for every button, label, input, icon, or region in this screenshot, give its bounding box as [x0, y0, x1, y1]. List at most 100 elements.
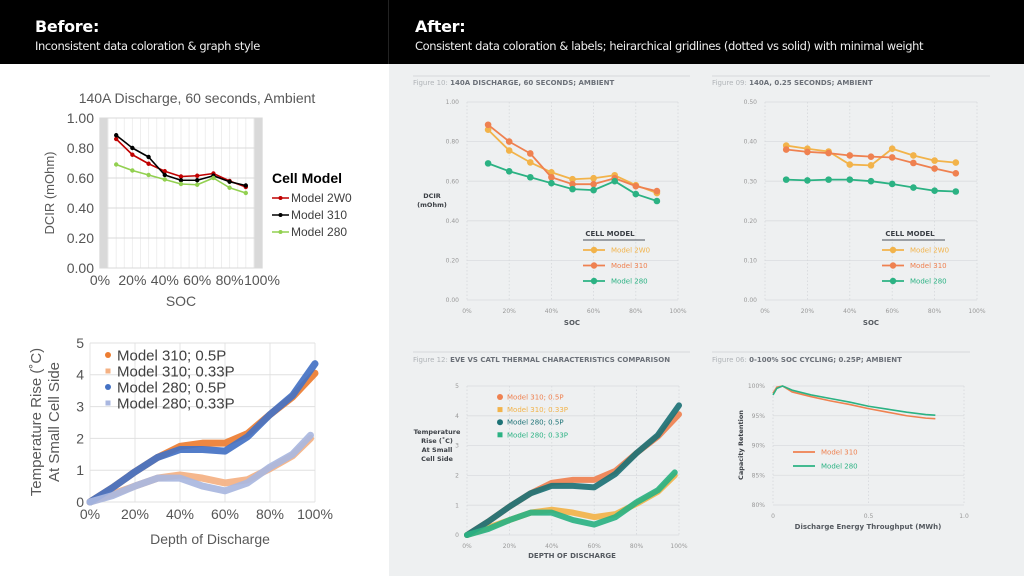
data-point	[195, 182, 200, 187]
data-point	[484, 121, 492, 129]
data-point	[931, 165, 938, 172]
legend-label: Model 310; 0.5P	[117, 347, 226, 364]
data-point	[931, 187, 938, 195]
legend: Model 310 Model 280	[793, 448, 858, 470]
y-tick-label: 3	[76, 399, 84, 415]
data-point	[505, 147, 513, 154]
data-point	[590, 174, 597, 182]
legend-item: Model 280; 0.33P	[105, 395, 235, 412]
x-tick-label: 80%	[216, 272, 244, 288]
legend-marker	[889, 246, 897, 254]
figure-label: Figure 12:	[413, 356, 450, 364]
x-tick-label: 100%	[968, 308, 985, 315]
data-point	[178, 174, 184, 179]
data-point	[243, 190, 248, 196]
data-point	[130, 152, 135, 157]
figure-title: 140A, 0.25 SECONDS; AMBIENT	[749, 79, 873, 87]
legend-label: Model 310	[291, 208, 347, 222]
y-axis-label: At Small	[422, 446, 453, 454]
data-point	[590, 180, 597, 188]
y-tick-label: 80%	[752, 502, 766, 509]
figure-title: EVE VS CATL THERMAL CHARACTERISTICS COMP…	[450, 356, 670, 364]
data-point	[888, 154, 896, 161]
legend-label: Model 310; 0.5P	[507, 393, 564, 401]
chart-title: 140A Discharge, 60 seconds, Ambient	[79, 90, 316, 106]
series-line	[786, 148, 956, 175]
data-point	[867, 162, 875, 169]
legend-item: Model 280; 0.5P	[497, 419, 564, 427]
y-axis-label: DCIR (mOhm)	[42, 151, 57, 234]
data-point	[952, 188, 960, 195]
legend-marker	[497, 432, 503, 438]
data-point	[527, 150, 534, 157]
y-axis-label: Temperature Rise (˚C)	[28, 348, 45, 496]
legend-marker	[590, 277, 598, 285]
data-point	[910, 152, 917, 159]
y-tick-label: 5	[455, 383, 459, 390]
legend: CELL MODEL Model 2W0 Model 310 Model 280	[583, 230, 650, 285]
legend-label: Model 280	[821, 462, 858, 470]
y-tick-label: 2	[455, 473, 459, 480]
x-tick-label: 100%	[670, 543, 687, 550]
data-point	[910, 184, 917, 191]
legend-item: Model 310	[882, 262, 947, 270]
legend-item: Model 310	[793, 448, 858, 456]
x-axis-label: SOC	[863, 319, 879, 327]
y-tick-label: 0.20	[446, 258, 460, 265]
legend-label: Model 310	[910, 262, 947, 270]
after-panel	[389, 64, 1024, 576]
chart-title: Figure 09: 140A, 0.25 SECONDS; AMBIENT	[712, 79, 873, 87]
legend-label: Model 280	[910, 277, 947, 285]
x-tick-label: 0%	[760, 308, 770, 315]
y-tick-label: 100%	[748, 383, 765, 390]
data-point	[146, 161, 151, 166]
data-point	[243, 183, 248, 188]
y-tick-label: 3	[455, 443, 459, 450]
x-tick-label: 80%	[630, 543, 644, 550]
data-point	[825, 176, 832, 183]
data-point	[846, 152, 854, 159]
x-tick-label: 20%	[801, 308, 815, 315]
figure-label: Figure 10:	[413, 79, 450, 87]
legend-title: CELL MODEL	[585, 230, 635, 238]
data-point	[505, 138, 513, 145]
data-point	[888, 145, 896, 153]
data-point	[146, 154, 151, 160]
legend-item: Model 280	[583, 277, 648, 285]
data-point	[130, 168, 135, 173]
data-point	[569, 175, 576, 183]
legend-item: Model 2W0	[882, 246, 949, 254]
y-tick-label: 0	[76, 494, 84, 510]
y-tick-label: 4	[455, 413, 459, 420]
data-point	[888, 180, 896, 188]
y-tick-label: 0.10	[744, 258, 758, 265]
data-point	[569, 180, 576, 188]
data-point	[952, 159, 960, 166]
x-tick-label: 40%	[151, 272, 179, 288]
legend-item: Model 280; 0.33P	[497, 431, 568, 439]
legend-item: Model 2W0	[583, 246, 650, 254]
x-tick-label: 80%	[629, 308, 643, 315]
after-subtitle: Consistent data coloration & labels; hei…	[415, 39, 924, 53]
y-tick-label: 85%	[752, 472, 766, 479]
y-tick-label: 0.40	[67, 200, 94, 216]
data-point	[484, 126, 492, 134]
y-axis-label: At Small Cell Side	[46, 362, 63, 482]
legend-marker	[278, 196, 283, 200]
legend-label: Model 280; 0.33P	[507, 431, 568, 439]
chart-after-fig06: 80% 85% 90% 95% 100% 0 0.5 1.0 Figure 06: 0-100%…	[712, 351, 970, 531]
data-point	[178, 178, 184, 183]
series-line	[772, 385, 936, 416]
y-tick-label: 0.20	[67, 230, 94, 246]
data-point	[548, 168, 555, 176]
x-tick-label: 20%	[503, 543, 517, 550]
data-point	[782, 176, 790, 183]
y-tick-label: 4	[76, 367, 84, 383]
legend-label: Model 280	[611, 277, 648, 285]
figure-label: Figure 09:	[712, 79, 749, 87]
y-tick-label: 0.50	[744, 99, 758, 106]
data-point	[178, 181, 184, 187]
y-axis-label: Cell Side	[421, 455, 453, 463]
data-point	[484, 160, 492, 167]
